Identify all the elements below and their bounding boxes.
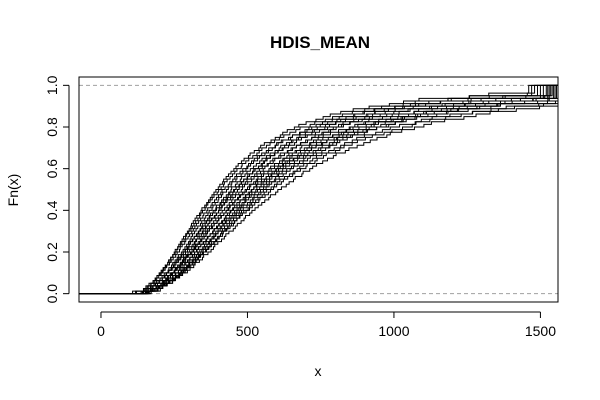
ecdf-series-line bbox=[79, 84, 558, 295]
x-axis-label: x bbox=[315, 363, 322, 379]
x-tick-label: 0 bbox=[97, 323, 105, 339]
ecdf-series-line bbox=[79, 85, 559, 295]
ecdf-series-line bbox=[79, 84, 558, 295]
ecdf-series-line bbox=[79, 84, 558, 295]
ecdf-series-group bbox=[79, 84, 559, 295]
x-axis: 0 500 1000 1500 bbox=[97, 311, 556, 339]
ecdf-series-line bbox=[79, 84, 558, 295]
ecdf-series-line bbox=[79, 84, 558, 295]
y-tick-label: 0.8 bbox=[44, 117, 60, 137]
reference-lines bbox=[79, 84, 558, 295]
y-axis-label: Fn(x) bbox=[5, 174, 21, 207]
y-axis: 0.0 0.2 0.4 0.6 0.8 1.0 bbox=[44, 75, 70, 304]
plot-frame bbox=[78, 76, 559, 303]
x-tick-label: 1500 bbox=[525, 323, 556, 339]
y-tick-label: 0.0 bbox=[44, 284, 60, 304]
ecdf-series-line bbox=[79, 84, 558, 295]
ecdf-series-line bbox=[79, 84, 558, 295]
ecdf-series-line bbox=[79, 84, 558, 295]
y-tick-label: 1.0 bbox=[44, 75, 60, 95]
ecdf-series-line bbox=[79, 85, 559, 295]
x-tick-label: 500 bbox=[236, 323, 260, 339]
ecdf-series-line bbox=[79, 85, 559, 295]
y-tick-label: 0.6 bbox=[44, 159, 60, 179]
y-tick-label: 0.2 bbox=[44, 242, 60, 262]
ecdf-series-line bbox=[79, 85, 559, 295]
y-tick-label: 0.4 bbox=[44, 200, 60, 220]
chart-title: HDIS_MEAN bbox=[270, 33, 370, 52]
x-tick-label: 1000 bbox=[378, 323, 409, 339]
